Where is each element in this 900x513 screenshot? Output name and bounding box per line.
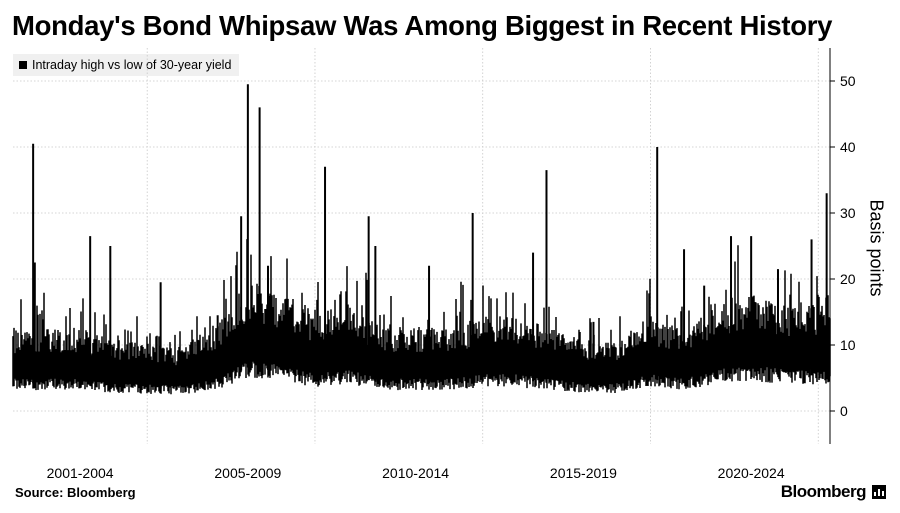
legend-label: Intraday high vs low of 30-year yield bbox=[32, 58, 232, 72]
chart-title: Monday's Bond Whipsaw Was Among Biggest … bbox=[12, 10, 833, 41]
legend: Intraday high vs low of 30-year yield bbox=[13, 54, 240, 76]
y-tick-label-20: 20 bbox=[840, 271, 856, 287]
x-period-label-1: 2005-2009 bbox=[214, 465, 281, 481]
y-axis-title: Basis points bbox=[866, 199, 887, 297]
x-period-label-0: 2001-2004 bbox=[47, 465, 114, 481]
brand-wordmark: Bloomberg bbox=[780, 482, 867, 501]
y-tick-label-40: 40 bbox=[840, 139, 856, 155]
x-period-label-2: 2010-2014 bbox=[382, 465, 449, 481]
y-tick-label-10: 10 bbox=[840, 337, 856, 353]
x-period-label-3: 2015-2019 bbox=[550, 465, 617, 481]
y-tick-label-30: 30 bbox=[840, 205, 856, 221]
legend-swatch bbox=[19, 61, 27, 69]
y-tick-label-0: 0 bbox=[840, 403, 848, 419]
x-period-label-4: 2020-2024 bbox=[718, 465, 785, 481]
series-daily-range bbox=[12, 239, 831, 395]
y-tick-label-50: 50 bbox=[840, 73, 856, 89]
source-note: Source: Bloomberg bbox=[15, 485, 136, 500]
bloomberg-chart-icon bbox=[872, 485, 886, 499]
bloomberg-logo: Bloomberg bbox=[781, 482, 886, 502]
